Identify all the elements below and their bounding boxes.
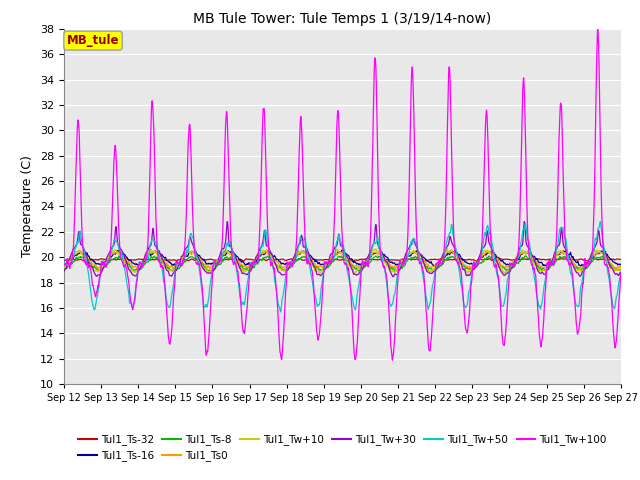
Y-axis label: Temperature (C): Temperature (C) [22,156,35,257]
Legend: Tul1_Ts-32, Tul1_Ts-16, Tul1_Ts-8, Tul1_Ts0, Tul1_Tw+10, Tul1_Tw+30, Tul1_Tw+50,: Tul1_Ts-32, Tul1_Ts-16, Tul1_Ts-8, Tul1_… [74,430,611,466]
Title: MB Tule Tower: Tule Temps 1 (3/19/14-now): MB Tule Tower: Tule Temps 1 (3/19/14-now… [193,12,492,26]
Text: MB_tule: MB_tule [67,34,119,47]
